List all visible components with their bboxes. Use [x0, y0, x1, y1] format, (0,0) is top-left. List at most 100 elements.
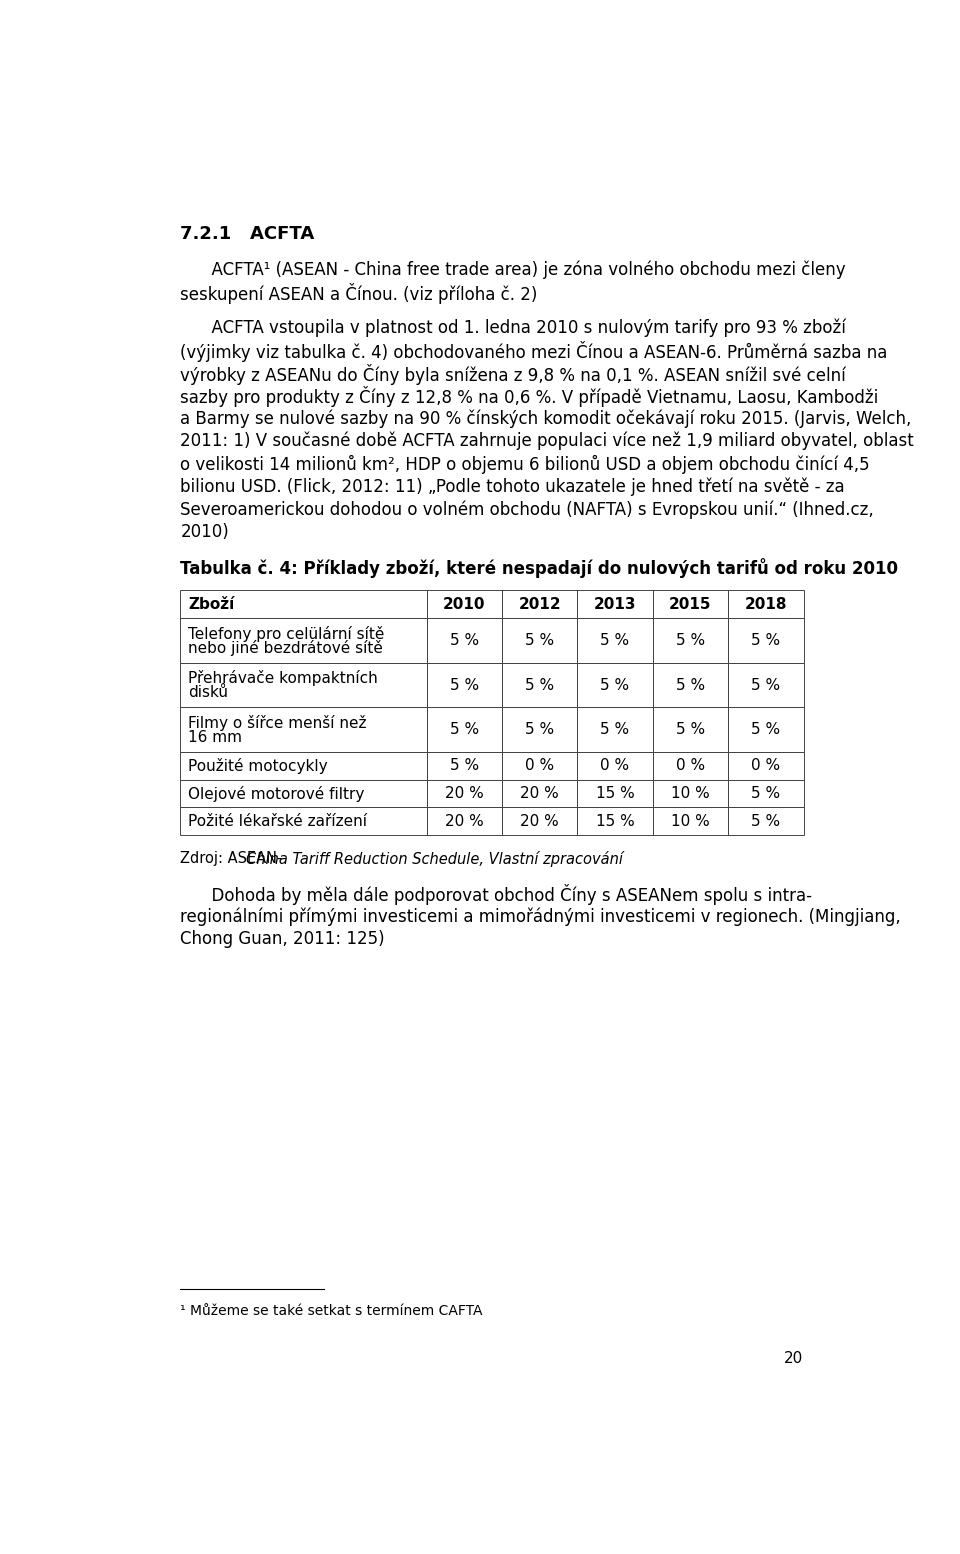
Bar [426, 591, 502, 618]
Text: 20 %: 20 % [520, 814, 559, 828]
Text: 5 %: 5 % [676, 723, 705, 737]
Text: 20 %: 20 % [444, 814, 484, 828]
Text: disků: disků [188, 685, 228, 699]
Text: 2010: 2010 [443, 597, 486, 612]
Text: 5 %: 5 % [752, 723, 780, 737]
Bar [180, 591, 426, 618]
Bar [502, 618, 577, 662]
Bar [653, 662, 728, 707]
Text: 2015: 2015 [669, 597, 711, 612]
Bar [502, 808, 577, 834]
Bar [728, 780, 804, 808]
Text: a Barmy se nulové sazby na 90 % čínských komodit očekávají roku 2015. (Jarvis, W: a Barmy se nulové sazby na 90 % čínských… [180, 409, 912, 427]
Bar [180, 752, 426, 780]
Bar [426, 780, 502, 808]
Bar [728, 707, 804, 752]
Text: bilionu USD. (Flick, 2012: 11) „Podlе tohoto ukazatele je hned třetí na světě - : bilionu USD. (Flick, 2012: 11) „Podlе to… [180, 477, 845, 496]
Bar [653, 780, 728, 808]
Bar [577, 662, 653, 707]
Bar [653, 591, 728, 618]
Text: 5 %: 5 % [752, 786, 780, 800]
Text: 2010): 2010) [180, 522, 229, 541]
Text: výrobky z ASEANu do Číny byla snížena z 9,8 % na 0,1 %. ASEAN snížil své celní: výrobky z ASEANu do Číny byla snížena z … [180, 364, 846, 385]
Bar [426, 618, 502, 662]
Text: Tabulka č. 4: Příklady zboží, které nespadají do nulových tarifů od roku 2010: Tabulka č. 4: Příklady zboží, které nesp… [180, 558, 899, 578]
Text: ¹ Můžeme se také setkat s termínem CAFTA: ¹ Můžeme se také setkat s termínem CAFTA [180, 1304, 483, 1318]
Text: 0 %: 0 % [601, 758, 630, 774]
Bar [728, 662, 804, 707]
Text: 5 %: 5 % [525, 632, 554, 648]
Text: 5 %: 5 % [676, 678, 705, 693]
Text: 2018: 2018 [745, 597, 787, 612]
Text: 5 %: 5 % [676, 632, 705, 648]
Bar [180, 808, 426, 834]
Text: 20 %: 20 % [520, 786, 559, 800]
Text: 5 %: 5 % [449, 758, 479, 774]
Text: regionálními přímými investicemi a mimořádnými investicemi v regionech. (Mingjia: regionálními přímými investicemi a mimoř… [180, 908, 901, 926]
Text: 5 %: 5 % [601, 723, 630, 737]
Text: 5 %: 5 % [601, 678, 630, 693]
Text: 16 mm: 16 mm [188, 730, 242, 744]
Text: Použité motocykly: Použité motocykly [188, 758, 327, 774]
Text: 5 %: 5 % [601, 632, 630, 648]
Bar [577, 752, 653, 780]
Text: 15 %: 15 % [596, 786, 635, 800]
Text: 15 %: 15 % [596, 814, 635, 828]
Text: 0 %: 0 % [752, 758, 780, 774]
Text: (výjimky viz tabulka č. 4) obchodovaného mezi Čínou a ASEAN-6. Průměrná sazba na: (výjimky viz tabulka č. 4) obchodovaného… [180, 340, 888, 362]
Bar [728, 808, 804, 834]
Text: ACFTA¹ (ASEAN - China free trade area) je zóna volného obchodu mezi členy: ACFTA¹ (ASEAN - China free trade area) j… [180, 261, 846, 278]
Text: 10 %: 10 % [671, 786, 709, 800]
Bar [502, 752, 577, 780]
Bar [180, 707, 426, 752]
Bar [426, 752, 502, 780]
Text: Zboží: Zboží [188, 597, 234, 612]
Text: Zdroj: ASEAN-: Zdroj: ASEAN- [180, 850, 283, 866]
Text: Severoamerickou dohodou o volném obchodu (NAFTA) s Evropskou unií.“ (Ihned.cz,: Severoamerickou dohodou o volném obchodu… [180, 500, 875, 519]
Text: 2011: 1) V současné době ACFTA zahrnuje populaci více než 1,9 miliard obyvatel, : 2011: 1) V současné době ACFTA zahrnuje … [180, 432, 914, 451]
Text: 5 %: 5 % [525, 723, 554, 737]
Text: Dohoda by měla dále podporovat obchod Číny s ASEANem spolu s intra-: Dohoda by měla dále podporovat obchod Čí… [180, 884, 812, 906]
Bar [502, 780, 577, 808]
Text: 5 %: 5 % [449, 632, 479, 648]
Bar [577, 707, 653, 752]
Bar [577, 808, 653, 834]
Text: nebo jiné bezdrátové sítě: nebo jiné bezdrátové sítě [188, 640, 383, 656]
Bar [180, 780, 426, 808]
Text: 5 %: 5 % [752, 814, 780, 828]
Text: 20: 20 [784, 1350, 804, 1366]
Text: seskupení ASEAN a Čínou. (viz příloha č. 2): seskupení ASEAN a Čínou. (viz příloha č.… [180, 283, 538, 305]
Bar [577, 618, 653, 662]
Text: Požité lékařské zařízení: Požité lékařské zařízení [188, 814, 367, 828]
Bar [577, 591, 653, 618]
Bar [426, 707, 502, 752]
Text: China Tariff Reduction Schedule, Vlastní zpracování: China Tariff Reduction Schedule, Vlastní… [246, 850, 623, 867]
Text: 5 %: 5 % [525, 678, 554, 693]
Text: 0 %: 0 % [676, 758, 705, 774]
Text: 5 %: 5 % [752, 678, 780, 693]
Text: Telefony pro celülární sítě: Telefony pro celülární sítě [188, 626, 385, 642]
Bar [653, 808, 728, 834]
Text: 5 %: 5 % [752, 632, 780, 648]
Bar [653, 618, 728, 662]
Bar [577, 780, 653, 808]
Text: 2013: 2013 [594, 597, 636, 612]
Bar [502, 591, 577, 618]
Bar [728, 618, 804, 662]
Text: 5 %: 5 % [449, 723, 479, 737]
Text: 5 %: 5 % [449, 678, 479, 693]
Bar [728, 752, 804, 780]
Text: 10 %: 10 % [671, 814, 709, 828]
Bar [180, 618, 426, 662]
Bar [502, 662, 577, 707]
Bar [180, 662, 426, 707]
Text: 20 %: 20 % [444, 786, 484, 800]
Text: sazby pro produkty z Číny z 12,8 % na 0,6 %. V případě Vietnamu, Laosu, Kambodži: sazby pro produkty z Číny z 12,8 % na 0,… [180, 387, 878, 407]
Bar [426, 808, 502, 834]
Text: Olejové motorové filtry: Olejové motorové filtry [188, 786, 365, 802]
Bar [653, 752, 728, 780]
Text: Přehrávače kompaktních: Přehrávače kompaktních [188, 670, 378, 687]
Text: 7.2.1   ACFTA: 7.2.1 ACFTA [180, 225, 315, 242]
Bar [728, 591, 804, 618]
Text: ACFTA vstoupila v platnost od 1. ledna 2010 s nulovým tarify pro 93 % zboží: ACFTA vstoupila v platnost od 1. ledna 2… [180, 319, 847, 337]
